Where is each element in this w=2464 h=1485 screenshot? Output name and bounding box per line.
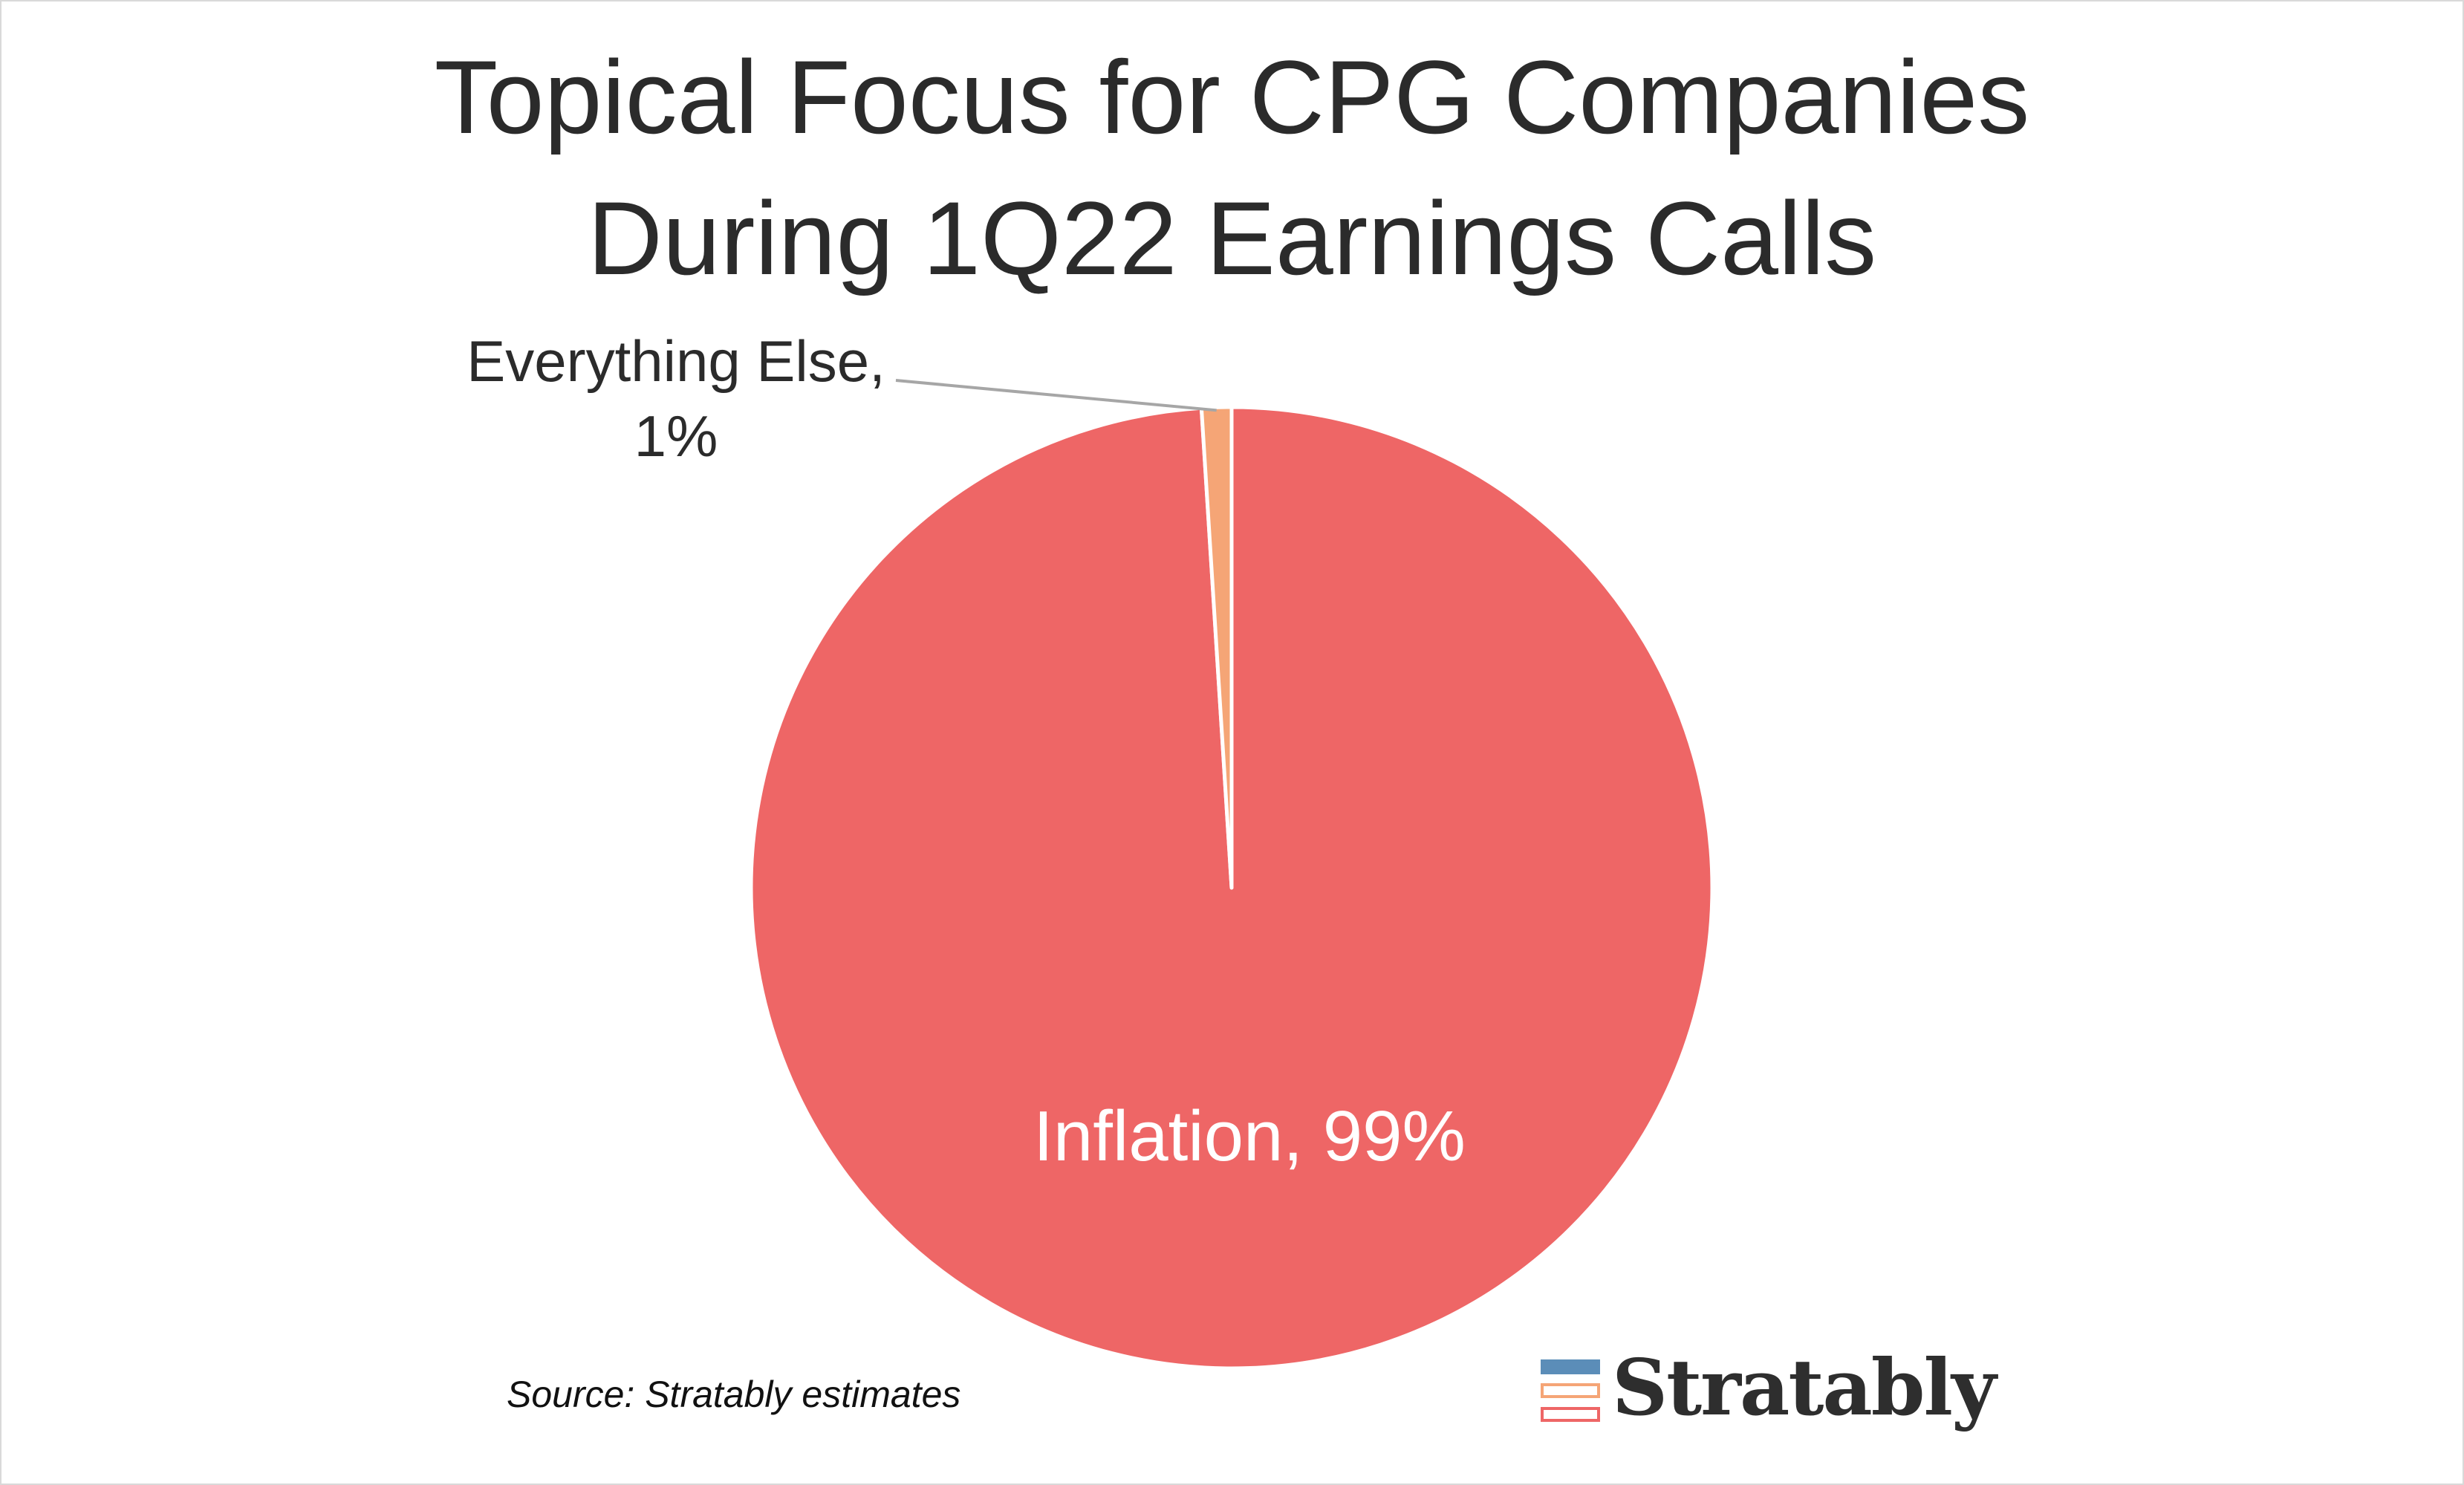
slice-label-everything-else-line-1: Everything Else,: [467, 328, 885, 394]
chart-title-line-1: Topical Focus for CPG Companies: [434, 39, 2030, 155]
leader-line: [895, 379, 1217, 412]
chart-title: Topical Focus for CPG Companies During 1…: [0, 27, 2464, 309]
logo-text: Stratably: [1612, 1342, 1996, 1433]
logo-mark-icon: [1541, 1359, 1600, 1425]
slice-label-everything-else-line-2: 1%: [634, 403, 718, 469]
logo-bar-red: [1541, 1407, 1600, 1422]
source-note: Source: Stratably estimates: [507, 1374, 961, 1415]
logo-bar-blue: [1541, 1359, 1600, 1374]
chart-title-line-2: During 1Q22 Earnings Calls: [587, 180, 1877, 296]
logo-bar-orange: [1541, 1383, 1600, 1398]
slice-label-inflation: Inflation, 99%: [1033, 1096, 1466, 1176]
